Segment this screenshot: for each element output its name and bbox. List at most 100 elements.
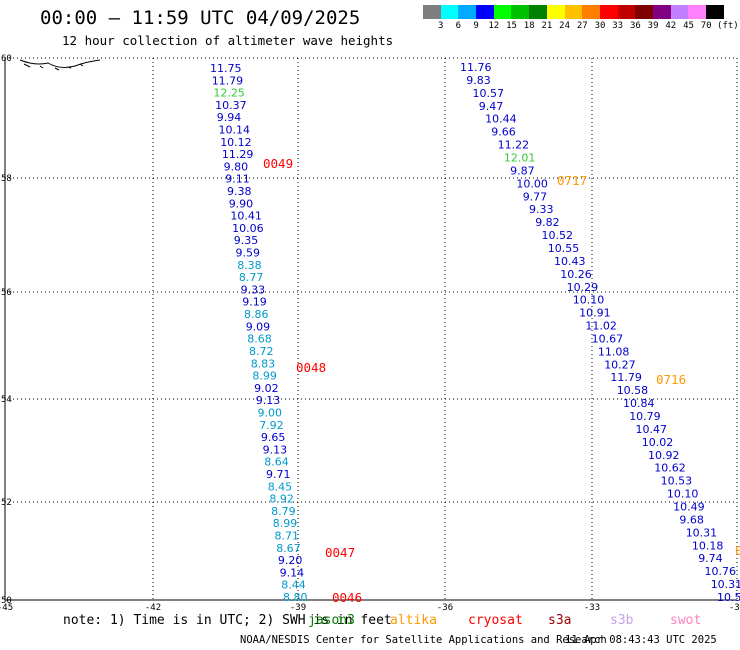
legend-label: 36	[629, 21, 641, 31]
legend-label: 12	[488, 21, 500, 31]
pass-time-label: 0717	[557, 173, 587, 188]
wave-height-value: 9.11	[225, 173, 250, 186]
legend-label: 45	[683, 21, 694, 31]
legend-label: 42	[665, 21, 677, 31]
wave-height-value: 11.76	[460, 61, 492, 74]
wave-height-value: 10.76	[705, 565, 737, 578]
wave-height-value: 9.59	[236, 247, 261, 260]
longitude-label: -39	[290, 603, 306, 613]
track-east: 11.769.8310.579.4710.449.6611.2212.019.8…	[460, 61, 740, 604]
wave-height-value: 10.02	[642, 436, 674, 449]
legend-unit: (ft)	[717, 21, 739, 31]
wave-height-value: 10.92	[648, 449, 680, 462]
longitude-label: -36	[437, 603, 453, 613]
wave-height-value: 8.79	[271, 505, 296, 518]
credit-line: NOAA/NESDIS Center for Satellite Applica…	[240, 634, 607, 646]
wave-height-value: 10.27	[604, 358, 636, 371]
wave-height-value: 8.67	[276, 542, 301, 555]
legend-label: 39	[647, 21, 659, 31]
color-scale-legend	[423, 5, 724, 19]
wave-height-value: 11.79	[212, 74, 244, 87]
wave-height-value: 8.80	[283, 591, 308, 604]
map-frame	[4, 58, 737, 601]
wave-height-value: 8.45	[268, 480, 293, 493]
wave-height-value: 11.02	[585, 320, 617, 333]
longitude-label: -45	[0, 603, 13, 613]
wave-height-value: 12.01	[504, 152, 536, 165]
wave-height-value: 8.86	[244, 308, 269, 321]
wave-height-value: 10.52	[542, 229, 574, 242]
legend-label: 9	[473, 21, 479, 31]
wave-height-value: 9.65	[261, 431, 286, 444]
wave-height-value: 8.99	[273, 517, 298, 530]
wave-height-value: 11.08	[598, 345, 630, 358]
wave-height-value: 10.58	[617, 384, 649, 397]
wave-height-value: 9.38	[227, 185, 252, 198]
legend-swatch	[652, 5, 671, 19]
wave-height-value: 10.41	[230, 210, 262, 223]
wave-height-value: 8.72	[249, 345, 274, 358]
coastline-fragment	[19, 59, 101, 71]
longitude-label: -42	[145, 603, 161, 613]
wave-height-value: 8.83	[251, 357, 276, 370]
generated-timestamp: 11 Apr 08:43:43 UTC 2025	[565, 634, 717, 646]
satellite-legend-item: altika	[390, 613, 437, 628]
page-title: 00:00 – 11:59 UTC 04/09/2025	[40, 7, 361, 29]
satellite-legend-item: jason3	[308, 613, 355, 628]
legend-swatch	[546, 5, 565, 19]
satellite-legend-item: s3b	[610, 613, 634, 628]
legend-label: 21	[541, 21, 553, 31]
graticule	[5, 57, 738, 600]
wave-height-value: 9.77	[523, 190, 548, 203]
pass-time-label: 0048	[296, 360, 326, 375]
legend-swatch	[582, 5, 600, 19]
wave-height-value: 9.68	[679, 513, 704, 526]
legend-label: 15	[506, 21, 517, 31]
legend-swatch	[423, 5, 441, 19]
wave-height-value: 9.87	[510, 164, 534, 177]
legend-swatch	[476, 5, 494, 19]
wave-height-value: 8.68	[247, 333, 271, 346]
wave-height-value: 10.10	[667, 488, 699, 501]
wave-height-value: 9.14	[280, 566, 305, 579]
legend-label: 33	[612, 21, 624, 31]
wave-height-value: 9.66	[491, 126, 516, 139]
wave-height-value: 9.13	[256, 394, 280, 407]
legend-label: 3	[437, 21, 444, 31]
wave-height-value: 9.02	[254, 382, 279, 395]
wave-height-value: 9.71	[266, 468, 291, 481]
legend-label: 18	[523, 21, 535, 31]
wave-height-value: 9.19	[242, 296, 266, 309]
wave-height-value: 9.13	[263, 443, 288, 456]
wave-height-value: 11.75	[210, 62, 242, 75]
legend-label: 6	[455, 21, 462, 31]
legend-swatch	[458, 5, 477, 19]
latitude-label: 50	[1, 596, 12, 606]
latitude-label: 56	[1, 288, 12, 298]
longitude-label: -30	[729, 603, 740, 613]
legend-swatch	[529, 5, 547, 19]
legend-swatch	[440, 5, 459, 19]
wave-height-value: 9.00	[258, 407, 283, 420]
track-west: 11.7511.7912.2510.379.9410.1410.1211.299…	[210, 62, 308, 604]
wave-height-value: 10.26	[560, 268, 592, 281]
pass-time-label: 0046	[332, 590, 362, 605]
longitude-label: -33	[584, 603, 600, 613]
pass-time-labels: 0049 0048 0047 0046 0717 0716 0	[263, 156, 740, 605]
wave-height-value: 9.33	[241, 283, 266, 296]
legend-swatch	[617, 5, 636, 19]
wave-height-value: 9.47	[479, 100, 504, 113]
wave-height-value: 9.74	[698, 552, 723, 565]
wave-height-value: 10.06	[232, 222, 264, 235]
wave-height-value: 10.49	[673, 501, 705, 514]
legend-label: 70	[700, 21, 712, 31]
satellite-legend-item: cryosat	[468, 613, 523, 628]
legend-swatch	[493, 5, 512, 19]
wave-height-value: 8.38	[237, 259, 262, 272]
wave-height-value: 8.71	[275, 530, 300, 543]
legend-swatch	[564, 5, 583, 19]
legend-swatch	[670, 5, 689, 19]
page-subtitle: 12 hour collection of altimeter wave hei…	[62, 33, 394, 48]
wave-height-value: 11.29	[222, 148, 254, 161]
wave-height-value: 10.10	[573, 294, 605, 307]
